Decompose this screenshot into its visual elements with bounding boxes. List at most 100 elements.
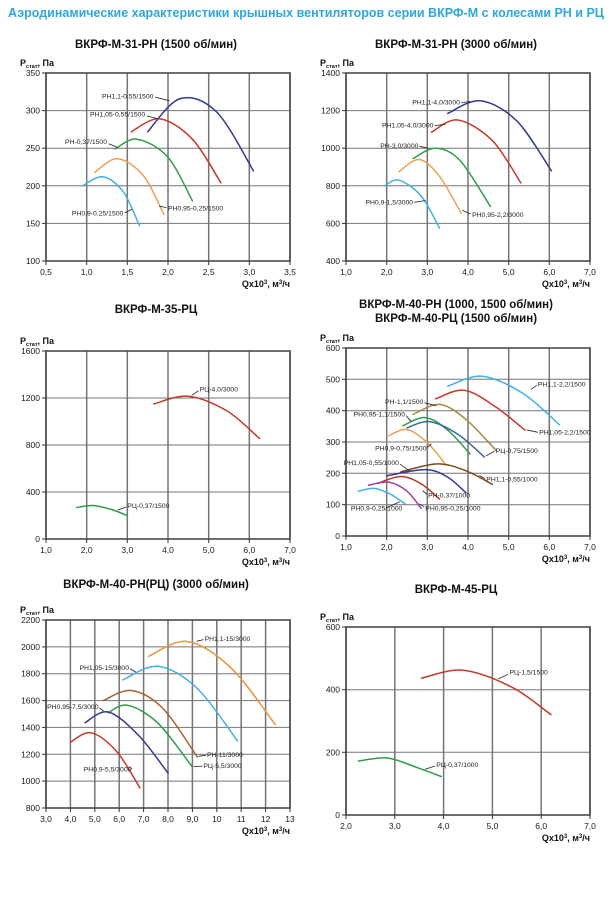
x-tick-label: 5,0 (503, 267, 515, 277)
x-tick-label: 3,0 (40, 814, 52, 824)
series-label-leader (196, 639, 204, 642)
chart-title: ВКРФ-М-45-РЦ (308, 583, 604, 597)
series-label-leader (419, 146, 429, 149)
series-curve (84, 711, 169, 775)
chart-title-line: ВКРФ-М-31-РН (1500 об/мин) (75, 39, 237, 51)
series-label-leader (198, 755, 207, 758)
x-tick-label: 3,0 (121, 545, 133, 555)
series-label: РН1,1-0,55/1000 (486, 476, 538, 483)
y-tick-label: 150 (26, 219, 40, 229)
y-tick-label: 1800 (21, 669, 40, 679)
series-curve (114, 138, 194, 202)
series-label: РН1,1-2,2/1500 (538, 381, 586, 388)
y-tick-label: 2000 (21, 642, 40, 652)
series-label: РН0,95-0,25/1000 (425, 505, 480, 512)
y-axis-label: Pстат, Па (20, 336, 55, 348)
series-label: РЦ-5,5/3000 (203, 763, 242, 770)
x-tick-label: 2,0 (81, 545, 93, 555)
axis-ticks: 1,0 2,0 3,0 4,0 5,0 6,0 7,0 0 100 200 300 400 500 600 (326, 343, 596, 552)
chart-title: ВКРФ-М-40-РН(РЦ) (3000 об/мин) (8, 578, 304, 592)
series-label: РН0,9-0,75/1500 (375, 445, 427, 452)
x-tick-label: 0,5 (40, 267, 52, 277)
series-label: РН-11/3000 (207, 753, 243, 760)
series-label-leader (414, 200, 426, 204)
chart-title: ВКРФ-М-31-РН (3000 об/мин) (308, 38, 604, 52)
x-tick-label: 3,0 (389, 821, 401, 831)
x-tick-label: 1,0 (340, 542, 352, 552)
x-tick-label: 3,5 (284, 267, 296, 277)
x-tick-label: 4,0 (64, 814, 76, 824)
chart-title-line: ВКРФ-М-40-РН(РЦ) (3000 об/мин) (63, 579, 249, 591)
grid (45, 72, 291, 262)
y-tick-label: 400 (26, 487, 40, 497)
y-tick-label: 800 (26, 440, 40, 450)
series-label-leader (399, 463, 410, 471)
chart-vkrf-m-35-rc: ВКРФ-М-35-РЦ 1,0 2,0 3,0 4,0 5,0 6,0 7,0 0 400 80… (8, 303, 304, 571)
series-label: РЦ-4,0/3000 (200, 387, 239, 394)
x-tick-label: 3,0 (243, 267, 255, 277)
axis-ticks: 1,0 2,0 3,0 4,0 5,0 6,0 7,0 400 600 800 1000 1200 14… (321, 68, 596, 277)
series-label-leader (422, 490, 428, 495)
y-tick-label: 350 (26, 68, 40, 78)
series-curve (94, 158, 165, 216)
series-curve (367, 480, 422, 509)
x-tick-label: 1,5 (121, 267, 133, 277)
series-label: РЦ-1,5/1500 (510, 670, 549, 677)
page-title: Аэродинамические характеристики крышных … (8, 6, 604, 20)
x-tick-label: 6,0 (243, 545, 255, 555)
x-tick-label: 10 (212, 814, 222, 824)
y-axis-label: Pстат, Па (20, 58, 55, 70)
x-tick-label: 3,0 (421, 267, 433, 277)
series-curve (357, 757, 442, 778)
y-tick-label: 1000 (21, 776, 40, 786)
y-tick-label: 400 (326, 685, 340, 695)
series-label: РН1,05-0,55/1500 (90, 112, 145, 119)
y-tick-label: 100 (326, 499, 340, 509)
series-label: РН-0,37/1500 (65, 140, 107, 147)
series-label: РН-0,37/1000 (428, 492, 470, 499)
y-axis-label: Pстат, Па (320, 333, 355, 345)
series-curve (385, 468, 467, 494)
series-curve (420, 669, 552, 716)
grid (345, 72, 591, 262)
series-curve (122, 665, 239, 743)
y-tick-label: 250 (26, 144, 40, 154)
x-tick-label: 4,0 (438, 821, 450, 831)
chart-vkrf-m-40-rn-rc-1500: ВКРФ-М-40-РН (1000, 1500 об/мин) ВКРФ-М-… (308, 298, 604, 568)
x-tick-label: 7,0 (584, 542, 596, 552)
x-tick-label: 4,0 (462, 267, 474, 277)
x-tick-label: 4,0 (162, 545, 174, 555)
grid (345, 626, 591, 816)
x-tick-label: 7,0 (284, 545, 296, 555)
chart-title: ВКРФ-М-35-РЦ (8, 303, 304, 317)
x-tick-label: 3,0 (421, 542, 433, 552)
chart-vkrf-m-40-rn-rc-3000: ВКРФ-М-40-РН(РЦ) (3000 об/мин) 3,0 4,0 5,0… (8, 578, 304, 840)
y-tick-label: 1400 (21, 723, 40, 733)
x-tick-label: 7,0 (584, 267, 596, 277)
series-curve (412, 403, 498, 452)
series-label-leader (418, 503, 425, 507)
series-curve (430, 119, 522, 185)
series-label: РН0,95-2,2/3000 (472, 212, 524, 219)
y-tick-label: 0 (35, 534, 40, 544)
series-curve (402, 416, 471, 455)
x-tick-label: 2,0 (381, 542, 393, 552)
series-label: РН1,1-4,0/3000 (412, 100, 460, 107)
series-label-leader (117, 506, 127, 511)
x-tick-label: 2,0 (162, 267, 174, 277)
series-curve (383, 179, 441, 230)
chart-title-line: ВКРФ-М-40-РН (1000, 1500 об/мин) (359, 299, 553, 311)
y-tick-label: 2200 (21, 615, 40, 625)
chart-title: ВКРФ-М-31-РН (1500 об/мин) (8, 38, 304, 52)
x-tick-label: 5,0 (203, 545, 215, 555)
y-tick-label: 1200 (321, 106, 340, 116)
x-tick-label: 6,0 (543, 267, 555, 277)
x-tick-label: 1,0 (340, 267, 352, 277)
grid (45, 350, 291, 540)
y-tick-label: 1600 (21, 346, 40, 356)
series-label-leader (427, 443, 432, 448)
x-tick-label: 2,5 (203, 267, 215, 277)
y-tick-label: 1200 (21, 393, 40, 403)
y-tick-label: 300 (26, 106, 40, 116)
series-curve (102, 690, 199, 759)
